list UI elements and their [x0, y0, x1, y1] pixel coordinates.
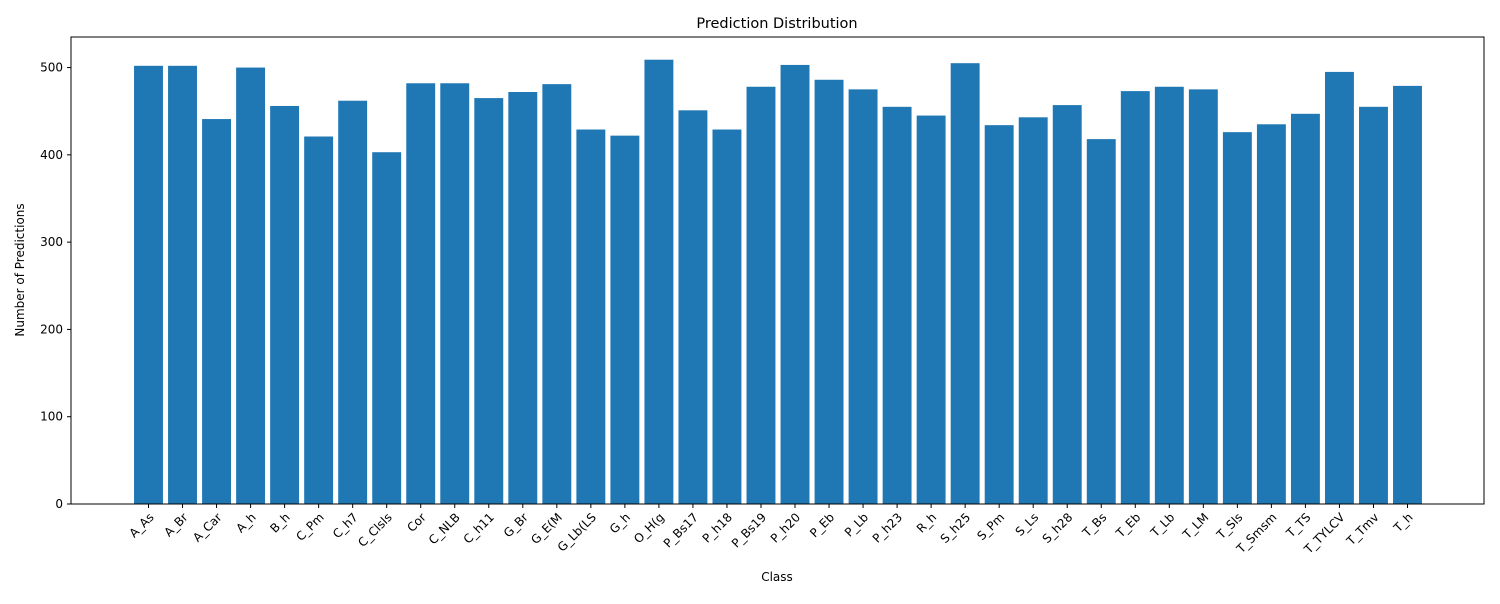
bar-S_Ls [1018, 117, 1048, 504]
bar-T_Bs [1086, 139, 1116, 504]
bar-P_h20 [780, 64, 810, 505]
bar-G_Br [508, 91, 538, 505]
y-tick-label: 300 [40, 235, 63, 249]
bar-G_E(M [542, 84, 572, 504]
bar-T_TS [1290, 113, 1320, 504]
y-tick-label: 400 [40, 148, 63, 162]
y-tick-label: 500 [40, 61, 63, 75]
bar-P_Eb [814, 79, 844, 505]
bar-T_Smsm [1256, 124, 1286, 504]
bar-R_h [916, 115, 946, 504]
bar-P_h18 [712, 129, 742, 504]
bar-A_Br [168, 65, 197, 504]
bar-P_Lb [848, 89, 878, 505]
bar-A_As [134, 65, 163, 504]
x-axis-label: Class [761, 570, 793, 584]
bar-T_Sls [1222, 132, 1252, 504]
y-tick-label: 200 [40, 322, 63, 336]
bar-B_h [270, 105, 300, 505]
bar-C_NLB [440, 83, 470, 504]
y-tick-label: 0 [55, 497, 63, 511]
y-tick-label: 100 [40, 410, 63, 424]
bar-T_Eb [1120, 91, 1150, 505]
bar-C_Pm [304, 136, 334, 504]
y-axis-label: Number of Predictions [13, 203, 27, 336]
bar-T_LM [1188, 89, 1218, 505]
bars-layer [134, 59, 1422, 505]
bar-P_Bs17 [678, 110, 708, 504]
bar-T_h [1393, 85, 1422, 504]
bar-T_Tmv [1359, 106, 1388, 504]
bar-C_h7 [338, 100, 368, 504]
bar-S_Pm [984, 125, 1014, 504]
bar-A_Car [202, 119, 232, 505]
chart-title: Prediction Distribution [696, 16, 857, 32]
bar-P_h23 [882, 106, 912, 504]
bar-T_Lb [1154, 86, 1184, 504]
bar-T_TYLCV [1324, 71, 1354, 505]
bar-S_h25 [950, 63, 980, 504]
bar-G_Lb(LS [576, 129, 606, 504]
bar-G_h [610, 135, 640, 504]
bar-C_Clsls [372, 152, 402, 504]
bar-C_h11 [474, 98, 504, 504]
plot-frame [70, 36, 1485, 505]
bar-O_H(g [644, 59, 674, 504]
bar-S_h28 [1052, 105, 1082, 504]
bar-P_Bs19 [746, 86, 776, 504]
bar-Cor [406, 83, 436, 504]
bar-A_h [236, 67, 266, 505]
